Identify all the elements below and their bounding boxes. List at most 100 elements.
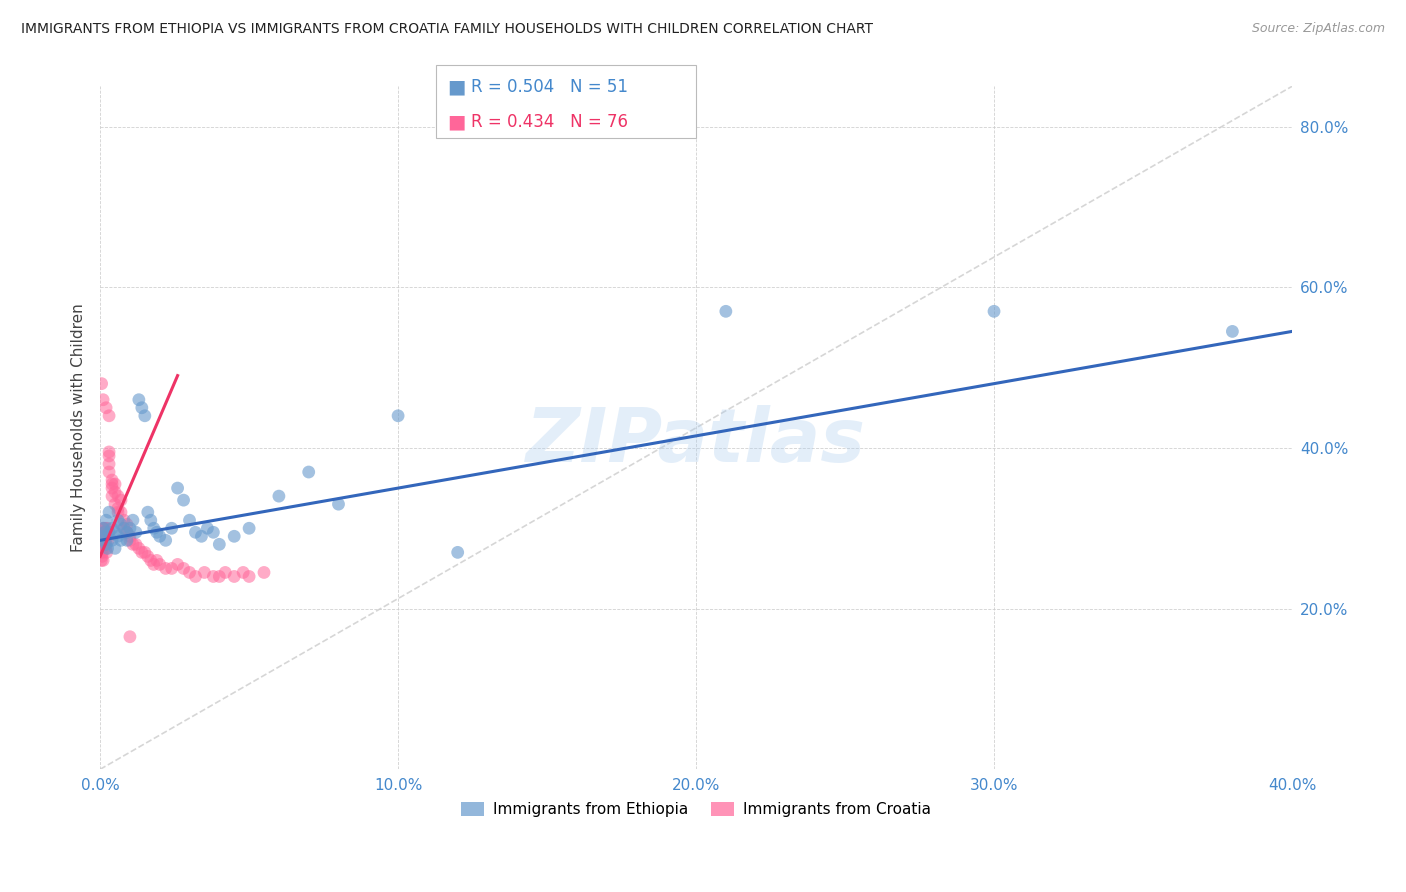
Point [224, 529, 246, 543]
Point [94, 513, 117, 527]
Point [238, 569, 260, 583]
Point [134, 409, 156, 423]
Point [110, 517, 132, 532]
Point [447, 545, 470, 559]
Point [197, 521, 219, 535]
Point [91, 541, 114, 556]
Point [125, 537, 148, 551]
Point [160, 561, 183, 575]
Point [983, 304, 1005, 318]
Point [91, 537, 114, 551]
Point [232, 566, 254, 580]
Point [107, 505, 129, 519]
Point [145, 525, 167, 540]
Point [139, 553, 162, 567]
Point [253, 566, 276, 580]
Point [98, 525, 121, 540]
Point [94, 533, 117, 548]
Point [142, 558, 165, 572]
Point [134, 545, 156, 559]
Point [160, 521, 183, 535]
Point [118, 529, 141, 543]
Point [328, 497, 350, 511]
Point [97, 541, 120, 556]
Point [145, 553, 167, 567]
Point [122, 537, 145, 551]
Point [107, 529, 129, 543]
Point [94, 537, 117, 551]
Point [184, 525, 207, 540]
Point [94, 541, 117, 556]
Point [136, 505, 159, 519]
Point [110, 505, 132, 519]
Point [131, 545, 153, 559]
Point [94, 525, 117, 540]
Point [202, 525, 225, 540]
Point [110, 533, 132, 548]
Point [107, 513, 129, 527]
Point [149, 529, 172, 543]
Point [166, 558, 188, 572]
Point [128, 392, 150, 407]
Point [91, 392, 114, 407]
Point [214, 566, 236, 580]
Point [122, 513, 145, 527]
Point [91, 529, 114, 543]
Point [91, 537, 114, 551]
Point [96, 545, 118, 559]
Point [118, 521, 141, 535]
Point [94, 529, 117, 543]
Point [118, 533, 141, 548]
Point [115, 533, 138, 548]
Point [155, 561, 177, 575]
Point [238, 521, 260, 535]
Point [90, 553, 112, 567]
Point [91, 521, 114, 535]
Point [208, 537, 231, 551]
Point [118, 630, 141, 644]
Point [98, 445, 121, 459]
Point [128, 541, 150, 556]
Point [714, 304, 737, 318]
Point [101, 481, 124, 495]
Point [112, 513, 135, 527]
Point [142, 521, 165, 535]
Point [190, 529, 212, 543]
Point [166, 481, 188, 495]
Point [98, 409, 121, 423]
Point [155, 533, 177, 548]
Point [101, 521, 124, 535]
Point [267, 489, 290, 503]
Point [91, 521, 114, 535]
Point [91, 529, 114, 543]
Y-axis label: Family Households with Children: Family Households with Children [72, 303, 86, 552]
Point [112, 521, 135, 535]
Point [110, 493, 132, 508]
Point [125, 525, 148, 540]
Text: ■: ■ [447, 77, 465, 96]
Point [208, 569, 231, 583]
Point [101, 477, 124, 491]
Point [202, 569, 225, 583]
Point [98, 505, 121, 519]
Point [90, 549, 112, 564]
Point [115, 517, 138, 532]
Point [97, 533, 120, 548]
Point [93, 521, 115, 535]
Text: R = 0.504   N = 51: R = 0.504 N = 51 [471, 78, 628, 95]
Point [173, 561, 195, 575]
Point [91, 553, 114, 567]
Point [98, 457, 121, 471]
Point [136, 549, 159, 564]
Point [107, 489, 129, 503]
Point [97, 521, 120, 535]
Point [193, 566, 215, 580]
Point [98, 465, 121, 479]
Text: IMMIGRANTS FROM ETHIOPIA VS IMMIGRANTS FROM CROATIA FAMILY HOUSEHOLDS WITH CHILD: IMMIGRANTS FROM ETHIOPIA VS IMMIGRANTS F… [21, 22, 873, 37]
Point [104, 485, 127, 500]
Point [94, 533, 117, 548]
Point [94, 401, 117, 415]
Point [90, 376, 112, 391]
Point [173, 493, 195, 508]
Legend: Immigrants from Ethiopia, Immigrants from Croatia: Immigrants from Ethiopia, Immigrants fro… [454, 796, 938, 823]
